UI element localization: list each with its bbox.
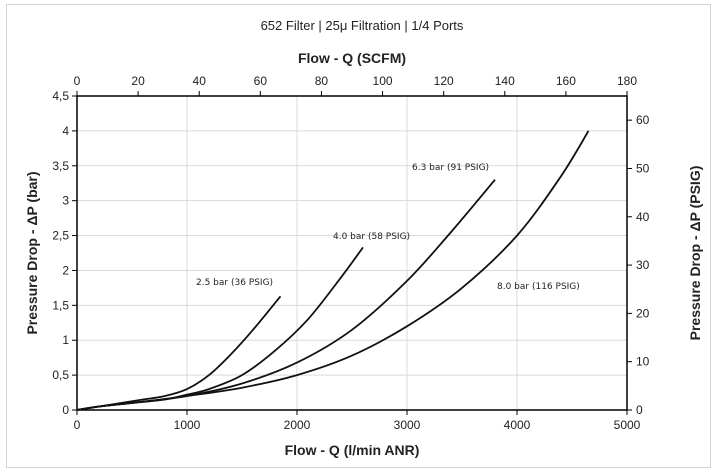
curve-labels: 2.5 bar (36 PSIG) 4.0 bar (58 PSIG) 6.3 ba… xyxy=(196,163,580,292)
y-tick-label: 3 xyxy=(62,194,69,208)
x2-tick-label: 100 xyxy=(373,74,393,88)
y2-tick-label: 0 xyxy=(636,403,643,417)
y-tick-label: 2,5 xyxy=(52,229,69,243)
y-tick-label: 4 xyxy=(62,124,69,138)
y-axis-label: Pressure Drop - ΔP (bar) xyxy=(24,171,40,334)
y-tick-label: 0 xyxy=(62,403,69,417)
series-curve xyxy=(76,130,590,411)
x-tick-label: 5000 xyxy=(614,418,641,432)
x2-tick-label: 140 xyxy=(495,74,515,88)
x-tick-label: 4000 xyxy=(504,418,531,432)
y2-tick-label: 50 xyxy=(636,161,650,175)
x2-tick-label: 120 xyxy=(434,74,454,88)
y-tick-label: 1 xyxy=(62,333,69,347)
x-axis-label: Flow - Q (l/min ANR) xyxy=(285,442,420,458)
y2-tick-label: 20 xyxy=(636,306,650,320)
x2-tick-label: 0 xyxy=(74,74,81,88)
y-tick-label: 0,5 xyxy=(52,368,69,382)
series-curve xyxy=(76,246,364,411)
x-tick-label: 3000 xyxy=(394,418,421,432)
x2-tick-label: 160 xyxy=(556,74,576,88)
data-curves xyxy=(76,130,590,411)
series-label: 4.0 bar (58 PSIG) xyxy=(333,232,410,242)
x2-tick-label: 60 xyxy=(254,74,268,88)
y2-tick-label: 40 xyxy=(636,210,650,224)
x2-tick-label: 20 xyxy=(131,74,145,88)
plot-area-border xyxy=(76,95,628,411)
x2-tick-label: 80 xyxy=(315,74,329,88)
series-label: 2.5 bar (36 PSIG) xyxy=(196,278,273,288)
y2-tick-label: 60 xyxy=(636,113,650,127)
series-label: 8.0 bar (116 PSIG) xyxy=(497,282,580,292)
x-tick-label: 0 xyxy=(74,418,81,432)
chart-title: 652 Filter | 25μ Filtration | 1/4 Ports xyxy=(261,18,464,33)
x-tick-label: 2000 xyxy=(284,418,311,432)
y-tick-label: 3,5 xyxy=(52,159,69,173)
x2-tick-label: 180 xyxy=(617,74,637,88)
axis-ticks: 0 1000 2000 3000 4000 500000,511,522,533,544,… xyxy=(52,74,649,432)
y2-tick-label: 10 xyxy=(636,355,650,369)
y-tick-label: 4,5 xyxy=(52,89,69,103)
series-label: 6.3 bar (91 PSIG) xyxy=(412,163,489,173)
y-tick-label: 1,5 xyxy=(52,298,69,312)
y-tick-label: 2 xyxy=(62,263,69,277)
x2-axis-label: Flow - Q (SCFM) xyxy=(298,50,406,66)
series-curve xyxy=(76,295,282,411)
y2-tick-label: 30 xyxy=(636,258,650,272)
grid-lines xyxy=(77,96,627,410)
y2-axis-label: Pressure Drop - ΔP (PSIG) xyxy=(687,166,703,341)
x-tick-label: 1000 xyxy=(174,418,201,432)
x2-tick-label: 40 xyxy=(193,74,207,88)
